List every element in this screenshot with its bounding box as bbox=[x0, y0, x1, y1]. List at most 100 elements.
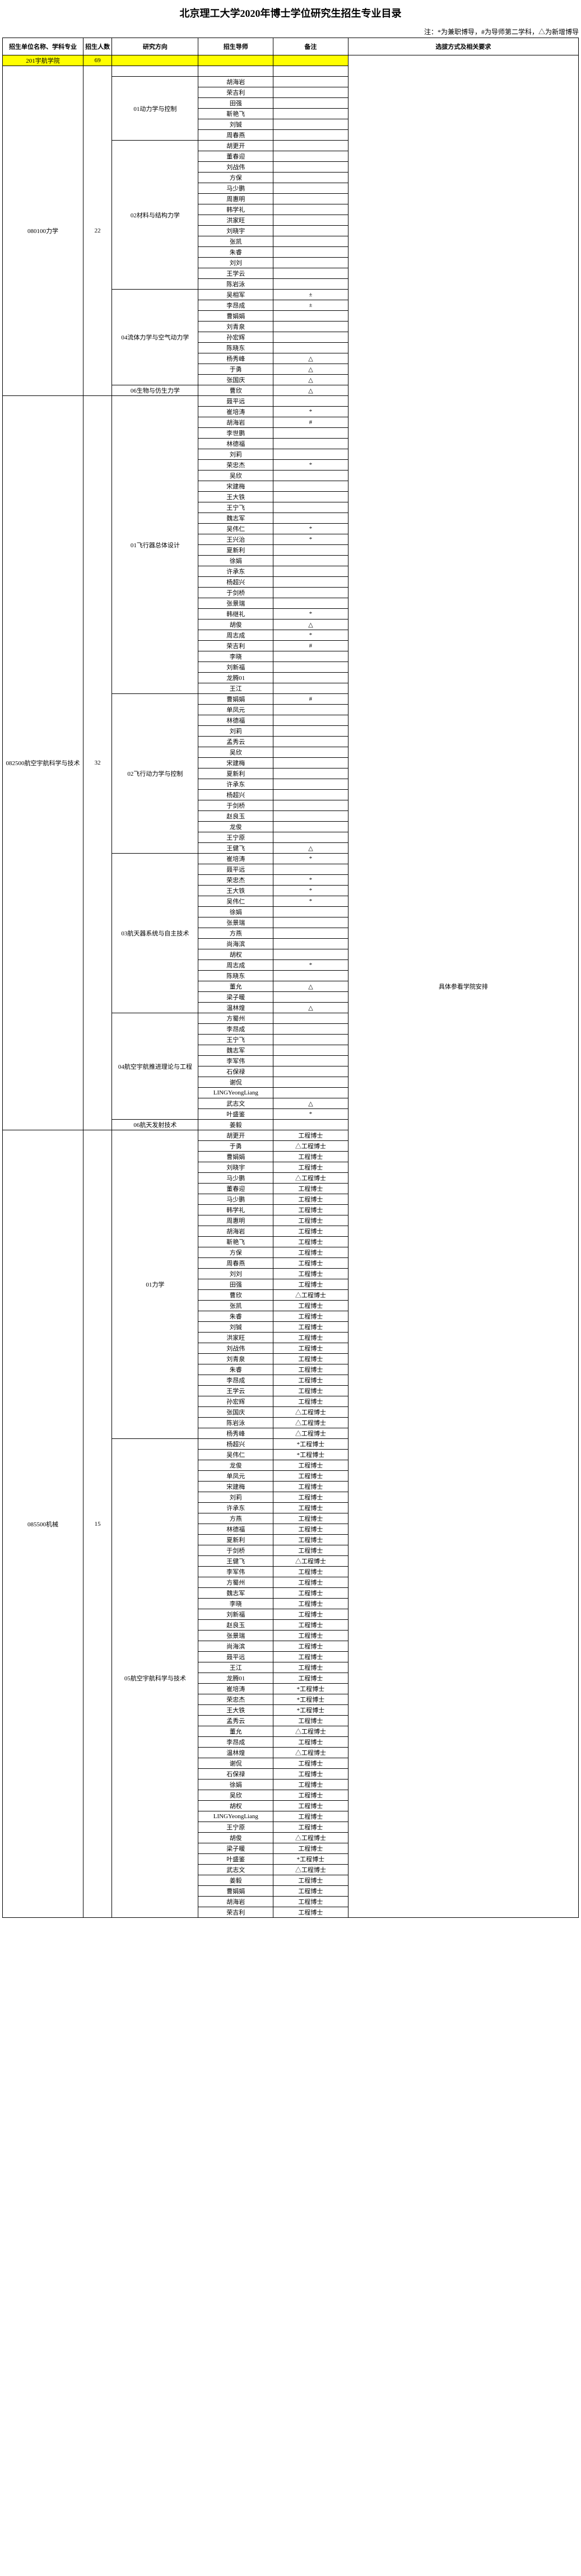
cell: 04流体力学与空气动力学 bbox=[112, 290, 198, 385]
cell bbox=[273, 513, 348, 524]
cell: 工程博士 bbox=[273, 1354, 348, 1364]
cell: 工程博士 bbox=[273, 1716, 348, 1726]
cell: 工程博士 bbox=[273, 1535, 348, 1545]
cell: 工程博士 bbox=[273, 1513, 348, 1524]
cell: 吴欣 bbox=[198, 1790, 273, 1801]
page-title: 北京理工大学2020年博士学位研究生招生专业目录 bbox=[2, 2, 579, 25]
cell: 董允 bbox=[198, 1726, 273, 1737]
cell bbox=[273, 598, 348, 609]
cell: * bbox=[273, 886, 348, 896]
cell bbox=[273, 1077, 348, 1088]
cell: 张凯 bbox=[198, 1301, 273, 1311]
cell: △工程博士 bbox=[273, 1418, 348, 1428]
cell: 于剑桥 bbox=[198, 588, 273, 598]
cell bbox=[273, 577, 348, 588]
cell: 刘铖 bbox=[198, 1322, 273, 1333]
cell: 工程博士 bbox=[273, 1620, 348, 1631]
cell bbox=[273, 758, 348, 768]
cell bbox=[273, 726, 348, 737]
cell bbox=[112, 55, 198, 66]
cell: 荣忠杰 bbox=[198, 875, 273, 886]
cell bbox=[273, 492, 348, 502]
cell: 刘晓宇 bbox=[198, 1162, 273, 1173]
cell: 周志成 bbox=[198, 960, 273, 971]
cell: 工程博士 bbox=[273, 1194, 348, 1205]
cell: 崔培涛 bbox=[198, 854, 273, 864]
cell bbox=[273, 151, 348, 162]
cell bbox=[273, 800, 348, 811]
cell: 徐娟 bbox=[198, 556, 273, 566]
cell bbox=[273, 545, 348, 556]
cell: 工程博士 bbox=[273, 1311, 348, 1322]
cell: 张景瑞 bbox=[198, 598, 273, 609]
cell: △工程博士 bbox=[273, 1141, 348, 1152]
cell bbox=[273, 779, 348, 790]
cell: 工程博士 bbox=[273, 1247, 348, 1258]
cell: 李昂成 bbox=[198, 1737, 273, 1748]
cell: 曹欣 bbox=[198, 385, 273, 396]
cell: 工程博士 bbox=[273, 1152, 348, 1162]
cell: 姜毅 bbox=[198, 1120, 273, 1130]
cell: △ bbox=[273, 375, 348, 385]
cell: △工程博士 bbox=[273, 1748, 348, 1758]
cell: 吴相军 bbox=[198, 290, 273, 300]
catalog-table: 招生单位名称、学科专业 招生人数 研究方向 招生导师 备注 选拔方式及相关要求 … bbox=[2, 38, 579, 1918]
cell: 姜毅 bbox=[198, 1875, 273, 1886]
cell: 李晓 bbox=[198, 1599, 273, 1609]
cell bbox=[273, 343, 348, 353]
col-num: 招生人数 bbox=[83, 38, 111, 55]
cell: 李军伟 bbox=[198, 1056, 273, 1066]
cell: 宋建梅 bbox=[198, 481, 273, 492]
cell: 工程博士 bbox=[273, 1301, 348, 1311]
cell: 谢侃 bbox=[198, 1758, 273, 1769]
col-note: 备注 bbox=[273, 38, 348, 55]
cell: 刘青泉 bbox=[198, 322, 273, 332]
cell: 孙宏辉 bbox=[198, 332, 273, 343]
cell: 工程博士 bbox=[273, 1567, 348, 1577]
cell bbox=[273, 332, 348, 343]
req-cell: 具体参看学院安排 bbox=[348, 55, 578, 1918]
cell: 刘莉 bbox=[198, 449, 273, 460]
cell bbox=[273, 215, 348, 226]
cell bbox=[273, 790, 348, 800]
college-row: 201宇航学院69具体参看学院安排 bbox=[3, 55, 579, 66]
cell: 工程博士 bbox=[273, 1226, 348, 1237]
cell: 工程博士 bbox=[273, 1843, 348, 1854]
cell: 许承东 bbox=[198, 1503, 273, 1513]
cell bbox=[273, 481, 348, 492]
cell bbox=[273, 949, 348, 960]
cell bbox=[273, 173, 348, 183]
cell bbox=[273, 705, 348, 715]
cell: 工程博士 bbox=[273, 1599, 348, 1609]
cell: 刘新福 bbox=[198, 662, 273, 673]
cell: △ bbox=[273, 1003, 348, 1013]
cell: 工程博士 bbox=[273, 1492, 348, 1503]
cell: 龙腾01 bbox=[198, 1673, 273, 1684]
cell: *工程博士 bbox=[273, 1439, 348, 1450]
cell: 荣吉利 bbox=[198, 87, 273, 98]
cell: △工程博士 bbox=[273, 1833, 348, 1843]
cell: 马少鹏 bbox=[198, 1194, 273, 1205]
cell bbox=[273, 204, 348, 215]
cell: 王大铁 bbox=[198, 492, 273, 502]
cell bbox=[273, 98, 348, 109]
cell bbox=[273, 556, 348, 566]
cell: 工程博士 bbox=[273, 1811, 348, 1822]
cell: 工程博士 bbox=[273, 1737, 348, 1748]
cell: 周春燕 bbox=[198, 1258, 273, 1269]
legend-note: 注：*为兼职博导，#为导师第二学科，△为新增博导 bbox=[2, 25, 579, 38]
cell: 工程博士 bbox=[273, 1886, 348, 1897]
cell: 曹欣 bbox=[198, 1290, 273, 1301]
cell: 02飞行动力学与控制 bbox=[112, 694, 198, 854]
cell: 工程博士 bbox=[273, 1641, 348, 1652]
cell: △ bbox=[273, 385, 348, 396]
cell bbox=[273, 77, 348, 87]
cell: 赵良玉 bbox=[198, 1620, 273, 1631]
cell: △工程博士 bbox=[273, 1556, 348, 1567]
cell: 孟秀云 bbox=[198, 1716, 273, 1726]
cell: 吴伟仁 bbox=[198, 896, 273, 907]
cell: 工程博士 bbox=[273, 1471, 348, 1482]
cell: 吴欣 bbox=[198, 471, 273, 481]
cell: 陈岩泳 bbox=[198, 1418, 273, 1428]
cell: * bbox=[273, 896, 348, 907]
